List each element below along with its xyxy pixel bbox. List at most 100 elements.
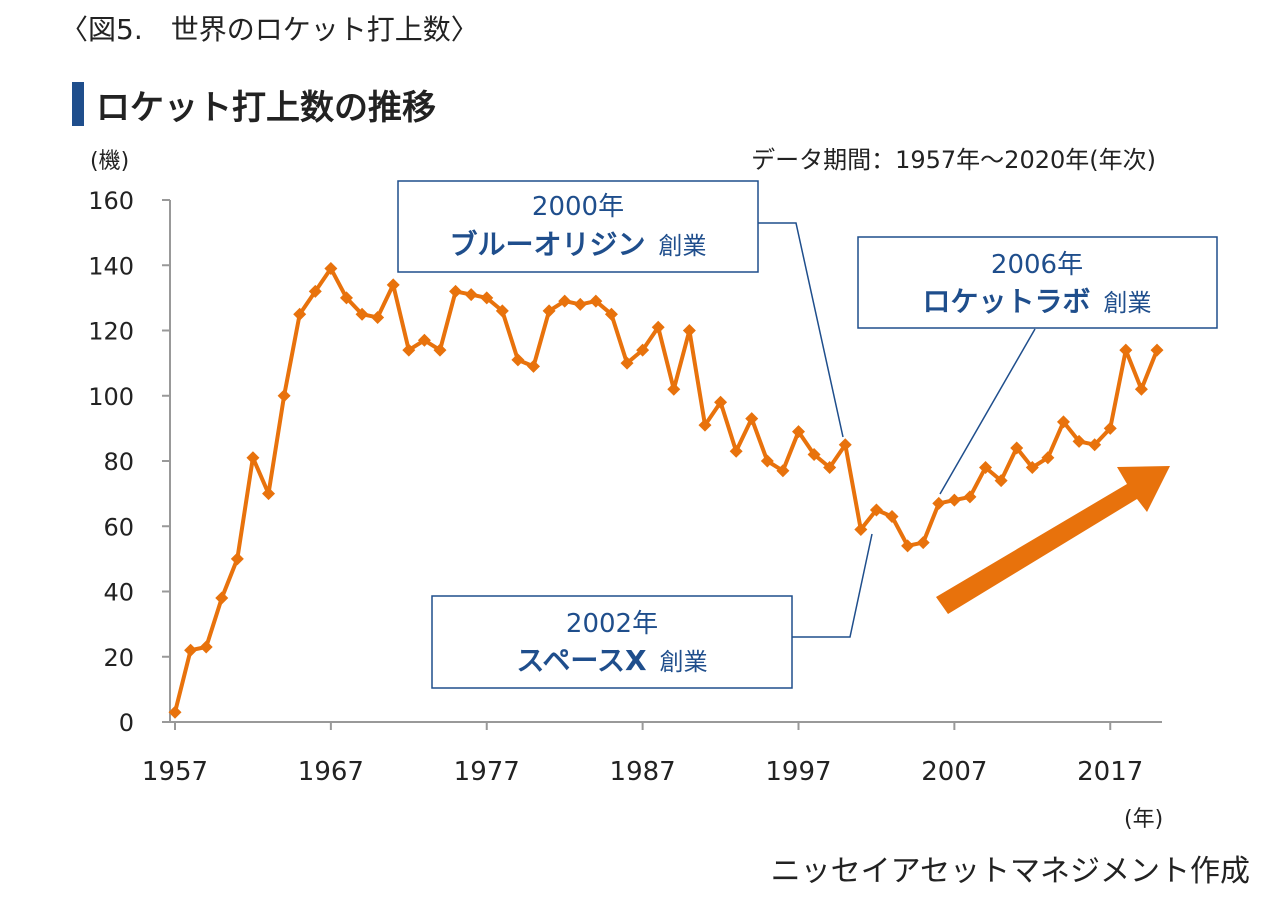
data-point bbox=[901, 539, 915, 553]
series-line bbox=[173, 266, 1159, 713]
x-ticks: 1957 1967 1977 1987 1997 2007 2017 bbox=[142, 722, 1143, 787]
annotation-year: 2006年 bbox=[991, 250, 1083, 280]
data-point bbox=[542, 304, 556, 318]
y-ticks: 0 20 40 60 80 100 120 140 160 bbox=[88, 187, 170, 737]
data-point bbox=[449, 284, 463, 298]
title-accent-bar bbox=[72, 82, 84, 126]
data-point bbox=[168, 705, 182, 719]
data-point bbox=[1072, 434, 1086, 448]
y-tick-label: 20 bbox=[103, 644, 134, 672]
data-point bbox=[745, 412, 759, 426]
data-point bbox=[511, 353, 525, 367]
x-tick-label: 1987 bbox=[610, 757, 676, 787]
data-point bbox=[230, 552, 244, 566]
source-credit: ニッセイアセットマネジメント作成 bbox=[770, 854, 1250, 889]
data-point bbox=[355, 307, 369, 321]
data-point bbox=[1088, 438, 1102, 452]
y-axis-unit: (機) bbox=[90, 149, 129, 174]
data-point bbox=[589, 294, 603, 308]
data-point bbox=[1150, 343, 1164, 357]
x-axis-unit: (年) bbox=[1124, 807, 1163, 832]
data-point bbox=[667, 382, 681, 396]
annotation-leader-blue-origin bbox=[758, 222, 844, 438]
trend-arrow-icon bbox=[936, 466, 1170, 614]
annotation-rocket-lab: 2006年 ロケットラボ 創業 bbox=[857, 236, 1218, 329]
annotation-suffix: 創業 bbox=[660, 648, 708, 676]
data-point bbox=[979, 461, 993, 475]
annotation-year: 2000年 bbox=[532, 192, 624, 222]
data-point bbox=[1119, 343, 1133, 357]
annotation-year: 2002年 bbox=[566, 609, 658, 639]
y-tick-label: 140 bbox=[88, 252, 134, 280]
data-point bbox=[885, 509, 899, 523]
data-point bbox=[495, 304, 509, 318]
annotation-name: ブルーオリジン bbox=[449, 228, 645, 261]
annotation-label: ロケットラボ 創業 bbox=[922, 285, 1151, 318]
data-point bbox=[760, 454, 774, 468]
data-point bbox=[714, 395, 728, 409]
x-tick-label: 1957 bbox=[142, 757, 208, 787]
annotation-label: スペースX 創業 bbox=[516, 644, 707, 677]
data-point bbox=[277, 389, 291, 403]
x-tick-label: 2017 bbox=[1077, 757, 1143, 787]
data-point bbox=[823, 461, 837, 475]
annotation-blue-origin: 2000年 ブルーオリジン 創業 bbox=[397, 180, 759, 273]
data-point bbox=[324, 262, 338, 276]
annotation-spacex: 2002年 スペースX 創業 bbox=[431, 595, 793, 689]
data-point bbox=[293, 307, 307, 321]
data-point bbox=[417, 333, 431, 347]
data-point bbox=[199, 640, 213, 654]
data-point bbox=[480, 291, 494, 305]
data-point bbox=[604, 307, 618, 321]
x-tick-label: 1967 bbox=[298, 757, 364, 787]
data-point bbox=[994, 474, 1008, 488]
data-point bbox=[1041, 451, 1055, 465]
data-point bbox=[776, 464, 790, 478]
chart-title-block: ロケット打上数の推移 bbox=[72, 82, 436, 128]
data-point bbox=[854, 523, 868, 537]
data-point bbox=[262, 487, 276, 501]
data-point bbox=[371, 310, 385, 324]
data-point bbox=[791, 425, 805, 439]
data-point bbox=[339, 291, 353, 305]
data-point bbox=[184, 643, 198, 657]
data-point bbox=[651, 320, 665, 334]
data-point bbox=[527, 359, 541, 373]
data-point bbox=[246, 451, 260, 465]
data-point bbox=[729, 444, 743, 458]
x-tick-label: 1997 bbox=[765, 757, 831, 787]
figure-caption: 〈図5. 世界のロケット打上数〉 bbox=[60, 13, 479, 46]
y-tick-label: 0 bbox=[119, 709, 134, 737]
data-point bbox=[916, 536, 930, 550]
y-tick-label: 120 bbox=[88, 318, 134, 346]
data-point bbox=[573, 297, 587, 311]
data-point bbox=[682, 324, 696, 337]
data-point bbox=[1025, 461, 1039, 475]
annotation-leader-rocket-lab bbox=[939, 328, 1036, 495]
data-point bbox=[308, 284, 322, 298]
data-point bbox=[620, 356, 634, 370]
annotation-suffix: 創業 bbox=[1104, 289, 1152, 317]
annotation-suffix: 創業 bbox=[659, 232, 707, 260]
annotation-label: ブルーオリジン 創業 bbox=[449, 228, 706, 261]
data-point bbox=[698, 418, 712, 432]
data-point bbox=[386, 278, 400, 292]
data-point bbox=[963, 490, 977, 504]
y-tick-label: 100 bbox=[88, 383, 134, 411]
annotation-name: ロケットラボ bbox=[922, 285, 1090, 318]
data-period-note: データ期間：1957年～2020年(年次) bbox=[751, 146, 1156, 174]
data-point bbox=[402, 343, 416, 357]
y-tick-label: 40 bbox=[103, 579, 134, 607]
data-point bbox=[636, 343, 650, 357]
x-tick-label: 1977 bbox=[454, 757, 520, 787]
data-point bbox=[807, 447, 821, 461]
data-point bbox=[1134, 382, 1148, 396]
data-point bbox=[433, 343, 447, 357]
annotation-leader-spacex bbox=[792, 533, 873, 638]
series-line-group bbox=[173, 266, 1159, 713]
series-markers bbox=[168, 262, 1164, 719]
x-tick-label: 2007 bbox=[921, 757, 987, 787]
data-point bbox=[558, 294, 572, 308]
data-point bbox=[869, 503, 883, 517]
